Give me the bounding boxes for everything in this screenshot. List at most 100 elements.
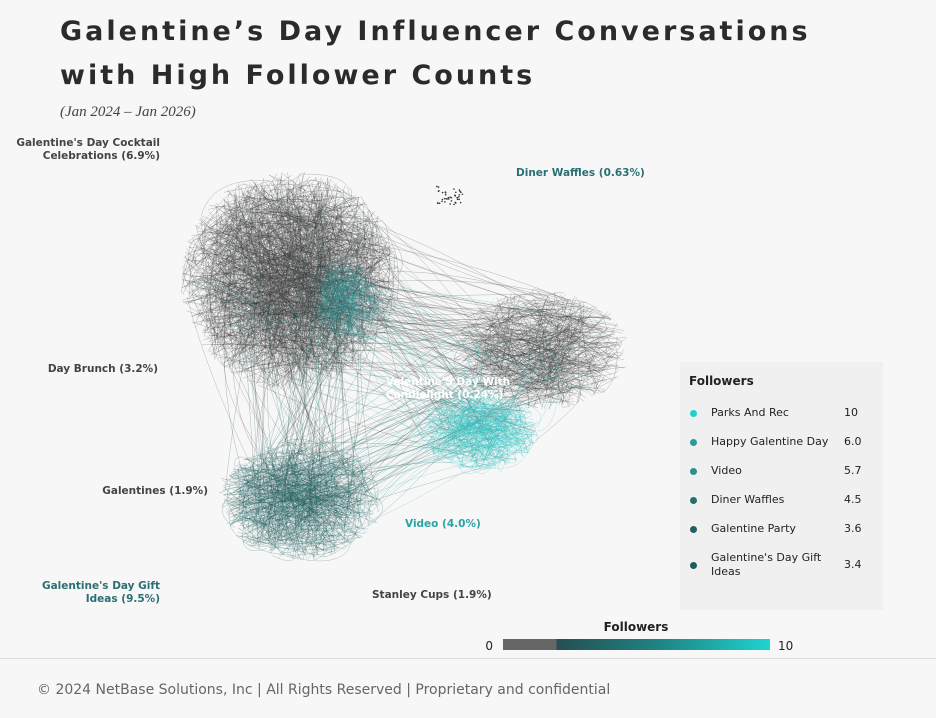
edge: [467, 337, 561, 358]
edge: [269, 277, 330, 294]
edge: [276, 467, 303, 494]
edge: [272, 222, 333, 318]
edge: [451, 425, 493, 433]
edge: [460, 395, 534, 442]
edge: [233, 361, 331, 375]
edge: [253, 476, 272, 514]
edge: [280, 237, 332, 336]
edge: [489, 323, 518, 381]
edge: [217, 307, 506, 434]
edge: [262, 518, 284, 541]
edge: [426, 426, 472, 451]
edge: [272, 233, 288, 388]
edge: [532, 368, 559, 386]
edge: [517, 345, 587, 377]
edge: [429, 410, 497, 438]
edge: [336, 280, 353, 332]
edge: [202, 248, 475, 371]
edge: [474, 411, 497, 470]
edge: [270, 450, 362, 472]
edge: [293, 483, 311, 495]
edge: [223, 204, 321, 364]
edge: [280, 459, 315, 558]
edge: [551, 300, 580, 344]
edge: [242, 325, 360, 379]
edge: [242, 285, 251, 295]
edge: [322, 509, 371, 532]
edge: [445, 414, 507, 445]
edge: [188, 251, 320, 284]
edge: [522, 345, 595, 388]
edge: [323, 312, 361, 323]
edge: [260, 446, 278, 485]
edge: [208, 245, 462, 450]
edge: [340, 347, 511, 546]
edge: [462, 432, 522, 445]
edge: [287, 451, 313, 529]
edge: [274, 517, 339, 542]
edge: [250, 459, 271, 539]
edge: [538, 329, 552, 356]
edge: [287, 494, 354, 511]
edge: [312, 311, 328, 337]
edge: [477, 410, 494, 423]
edge: [465, 391, 475, 457]
edge: [226, 268, 254, 284]
edge: [495, 324, 515, 383]
edge: [465, 426, 504, 431]
edge: [324, 274, 355, 355]
edge: [226, 222, 314, 229]
edge: [480, 333, 557, 367]
edge: [239, 301, 322, 500]
edge: [261, 189, 364, 333]
edge: [476, 421, 485, 444]
edge: [221, 244, 336, 339]
edge: [250, 245, 310, 294]
edge: [324, 243, 386, 319]
edge: [268, 483, 342, 495]
edge: [193, 259, 321, 290]
edge: [267, 238, 304, 265]
edge: [267, 199, 339, 226]
edge: [235, 249, 336, 357]
edge: [287, 187, 300, 227]
edge: [364, 302, 383, 315]
edge: [269, 452, 346, 493]
edge: [321, 316, 350, 333]
edge: [257, 298, 485, 455]
edge: [267, 535, 316, 541]
edge: [313, 181, 327, 316]
edge: [212, 283, 355, 366]
edge: [453, 407, 492, 435]
edge: [242, 219, 337, 333]
edge: [509, 313, 535, 365]
edge: [268, 273, 307, 292]
edge: [241, 266, 308, 388]
edge: [228, 237, 300, 365]
edge: [193, 253, 278, 280]
edge: [438, 391, 489, 457]
edge: [222, 228, 342, 263]
edge: [430, 408, 495, 434]
edge: [444, 426, 536, 437]
edge: [335, 244, 392, 260]
edge: [331, 271, 353, 322]
edge: [324, 530, 341, 549]
edge: [275, 260, 356, 304]
edge: [321, 289, 371, 301]
edge: [188, 282, 343, 319]
edge: [280, 354, 330, 519]
edge: [337, 197, 359, 331]
edge: [227, 235, 353, 476]
edge: [320, 274, 345, 292]
edge: [299, 298, 324, 445]
edge: [209, 201, 251, 335]
edge: [349, 268, 375, 303]
edge: [505, 298, 547, 420]
edge: [474, 411, 498, 465]
edge: [466, 396, 478, 428]
edge: [269, 174, 518, 338]
edge: [464, 426, 496, 459]
edge: [504, 410, 523, 442]
edge: [241, 192, 253, 218]
